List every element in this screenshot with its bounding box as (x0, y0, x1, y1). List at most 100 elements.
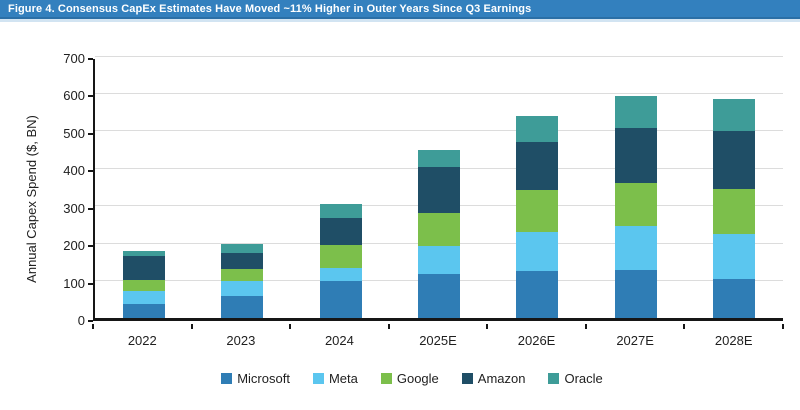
x-tick-label-2022: 2022 (127, 333, 157, 348)
y-tick-mark-100 (88, 282, 93, 285)
legend-swatch-google (380, 373, 392, 384)
y-tick-label-300: 300 (63, 200, 85, 216)
bar-segment-2024-amazon (319, 218, 362, 245)
bar-segment-2028e-amazon (712, 130, 755, 190)
bar-column-2025e (390, 59, 488, 318)
gridline-600 (95, 92, 783, 94)
y-tick-mark-400 (88, 170, 93, 173)
legend-item-oracle: Oracle (548, 371, 603, 386)
y-tick-label-500: 500 (63, 125, 85, 141)
bar-segment-2023-microsoft (221, 296, 264, 318)
x-tick-label-2024: 2024 (324, 333, 354, 348)
legend-item-amazon: Amazon (461, 371, 526, 386)
y-tick-mark-200 (88, 245, 93, 248)
bar-segment-2025e-google (417, 212, 460, 247)
stacked-bar-2026e (516, 115, 559, 318)
bar-segment-2023-meta (221, 281, 264, 297)
bar-column-2028e (685, 59, 783, 318)
y-tick-mark-600 (88, 95, 93, 98)
bar-segment-2028e-oracle (712, 99, 755, 131)
legend-item-google: Google (380, 371, 439, 386)
legend-swatch-microsoft (221, 373, 233, 384)
bar-column-2024 (292, 59, 390, 318)
bar-segment-2022-oracle (123, 251, 166, 256)
x-tick-label-2025e: 2025E (419, 333, 457, 348)
y-tick-label-200: 200 (63, 238, 85, 254)
legend-swatch-meta (312, 373, 324, 384)
bar-segment-2025e-microsoft (417, 273, 460, 318)
bar-segment-2024-meta (319, 267, 362, 282)
chart-legend: Microsoft Meta Google Amazon Oracle (12, 371, 800, 386)
x-tick-mark-3 (387, 324, 390, 329)
bar-segment-2023-google (221, 269, 264, 282)
bars-layer (95, 59, 783, 318)
bar-segment-2026e-microsoft (516, 271, 559, 318)
x-tick-mark-0 (92, 324, 94, 329)
bar-segment-2022-meta (123, 291, 166, 305)
bar-segment-2022-amazon (123, 255, 166, 280)
x-tick-label-2027e: 2027E (616, 333, 654, 348)
x-tick-label-2023: 2023 (226, 333, 256, 348)
gridline-500 (95, 130, 783, 132)
bar-segment-2028e-meta (712, 234, 755, 280)
bar-segment-2028e-google (712, 189, 755, 235)
legend-swatch-amazon (461, 373, 473, 384)
legend-label-meta: Meta (328, 371, 358, 386)
y-tick-label-0: 0 (77, 313, 85, 328)
x-tick-label-2028e: 2028E (714, 333, 753, 348)
x-tick-mark-6 (683, 324, 686, 329)
x-tick-mark-1 (190, 324, 193, 329)
bar-segment-2027e-meta (614, 225, 657, 271)
bar-segment-2024-google (319, 244, 362, 268)
x-tick-mark-7 (782, 324, 784, 329)
gridline-700 (95, 55, 783, 57)
bar-segment-2026e-meta (516, 231, 559, 272)
bar-column-2026e (488, 59, 586, 318)
bar-column-2023 (193, 59, 291, 318)
stacked-bar-2028e (712, 99, 755, 318)
bar-segment-2022-google (123, 279, 166, 292)
bar-segment-2024-microsoft (319, 281, 362, 318)
legend-swatch-oracle (548, 373, 560, 384)
x-tick-label-2026e: 2026E (517, 333, 556, 348)
bar-segment-2025e-amazon (417, 166, 460, 213)
x-tick-mark-5 (584, 324, 587, 329)
bar-segment-2026e-amazon (516, 141, 559, 191)
bar-segment-2027e-google (614, 182, 657, 226)
legend-label-oracle: Oracle (564, 371, 603, 386)
y-tick-mark-0 (88, 320, 93, 322)
bar-segment-2024-oracle (319, 203, 362, 219)
y-tick-label-600: 600 (63, 88, 85, 104)
stacked-bar-2024 (319, 203, 362, 318)
y-tick-label-700: 700 (63, 51, 85, 66)
y-tick-mark-300 (88, 207, 93, 210)
y-tick-label-400: 400 (63, 163, 85, 179)
bar-segment-2025e-oracle (417, 149, 460, 167)
y-tick-mark-500 (88, 132, 93, 135)
bar-segment-2023-amazon (221, 252, 264, 270)
y-tick-mark-700 (88, 58, 93, 60)
bar-segment-2027e-oracle (614, 95, 657, 128)
bar-column-2027e (586, 59, 684, 318)
figure-title-bar: Figure 4. Consensus CapEx Estimates Have… (0, 0, 800, 19)
bar-segment-2027e-amazon (614, 127, 657, 183)
legend-label-google: Google (396, 371, 439, 386)
bar-column-2022 (95, 59, 193, 318)
x-tick-mark-4 (486, 324, 489, 329)
bar-segment-2022-microsoft (123, 304, 166, 318)
bar-segment-2026e-oracle (516, 115, 559, 142)
plot-area (93, 55, 783, 321)
bar-segment-2025e-meta (417, 246, 460, 274)
legend-label-microsoft: Microsoft (237, 371, 290, 386)
legend-item-microsoft: Microsoft (221, 371, 290, 386)
legend-label-amazon: Amazon (477, 371, 526, 386)
bar-segment-2028e-microsoft (712, 279, 755, 318)
bar-segment-2023-oracle (221, 243, 264, 253)
bar-segment-2026e-google (516, 190, 559, 232)
bar-segment-2027e-microsoft (614, 270, 657, 318)
stacked-bar-2025e (417, 149, 460, 318)
stacked-bar-2022 (123, 251, 166, 318)
x-tick-mark-2 (289, 324, 292, 329)
stacked-bar-2027e (614, 95, 657, 318)
